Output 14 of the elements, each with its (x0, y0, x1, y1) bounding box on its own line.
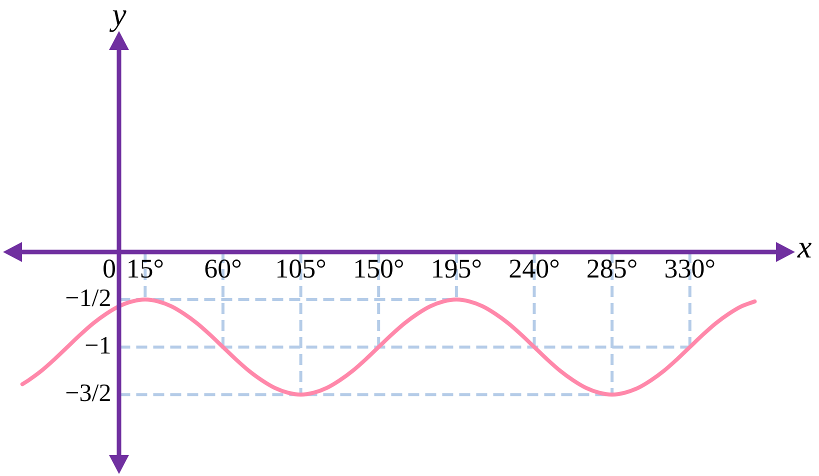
x-tick-label: 15° (126, 254, 164, 284)
x-tick-label: 150° (352, 254, 404, 284)
y-tick-label: −1 (84, 332, 112, 360)
x-tick-label: 60° (204, 254, 242, 284)
x-tick-label: 285° (586, 254, 638, 284)
x-tick-label: 195° (430, 254, 482, 284)
x-tick-label: 240° (508, 254, 560, 284)
x-axis-title: x (796, 228, 812, 264)
y-tick-label: −1/2 (65, 285, 112, 312)
x-tick-label: 0 (102, 254, 116, 284)
y-tick-label: −3/2 (65, 380, 112, 408)
x-tick-label: 105° (275, 254, 326, 284)
x-tick-label: 330° (664, 254, 716, 284)
y-axis-title: y (109, 0, 128, 32)
